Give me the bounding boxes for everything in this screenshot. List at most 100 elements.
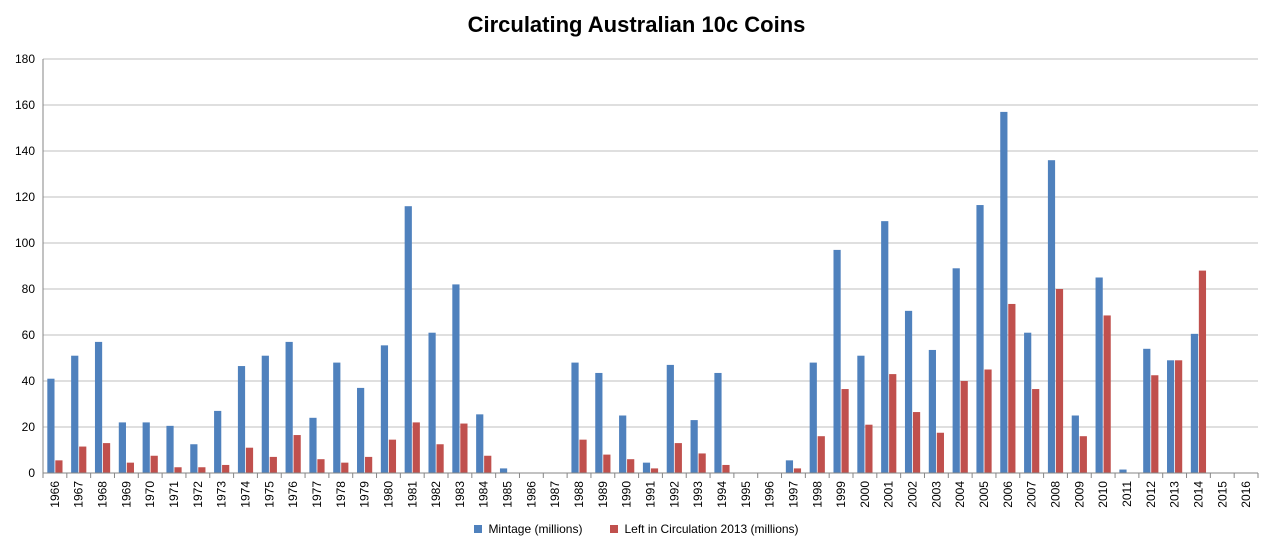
bar-mintage-1990 bbox=[619, 415, 627, 473]
bar-circulation-1979 bbox=[365, 456, 373, 473]
x-tick-label: 1992 bbox=[667, 481, 681, 508]
bar-circulation-2008 bbox=[1055, 289, 1064, 473]
x-tick-label: 1987 bbox=[548, 481, 562, 508]
bar-mintage-2011 bbox=[1119, 469, 1127, 473]
legend-swatch-mintage bbox=[474, 525, 483, 533]
bar-circulation-1997 bbox=[793, 468, 802, 473]
bar-mintage-1977 bbox=[309, 417, 317, 473]
x-tick-label: 1988 bbox=[572, 481, 586, 508]
bar-circulation-1984 bbox=[484, 455, 492, 473]
x-tick-label: 1981 bbox=[405, 481, 419, 508]
y-tick-label: 0 bbox=[28, 466, 35, 480]
x-tick-label: 1982 bbox=[429, 481, 443, 508]
bar-mintage-1984 bbox=[476, 414, 484, 473]
x-tick-label: 1991 bbox=[644, 481, 658, 508]
x-tick-label: 1976 bbox=[286, 481, 300, 508]
bar-mintage-1973 bbox=[214, 410, 222, 473]
bar-mintage-2010 bbox=[1095, 277, 1103, 473]
x-tick-label: 2013 bbox=[1168, 481, 1182, 508]
legend-swatch-circulation bbox=[610, 525, 619, 533]
y-tick-label: 140 bbox=[15, 144, 35, 158]
x-tick-label: 1968 bbox=[96, 481, 110, 508]
bar-circulation-1976 bbox=[293, 435, 301, 473]
bar-mintage-1983 bbox=[452, 284, 460, 473]
x-tick-label: 1995 bbox=[739, 481, 753, 508]
legend-label-circulation: Left in Circulation 2013 (millions) bbox=[624, 522, 799, 536]
bar-circulation-1991 bbox=[650, 468, 659, 473]
bar-circulation-1975 bbox=[269, 456, 277, 473]
legend-item-mintage: Mintage (millions) bbox=[474, 522, 582, 536]
legend-item-circulation: Left in Circulation 2013 (millions) bbox=[610, 522, 799, 536]
chart-title: Circulating Australian 10c Coins bbox=[467, 12, 806, 37]
x-tick-label: 2009 bbox=[1072, 481, 1086, 508]
bar-mintage-1976 bbox=[285, 341, 293, 473]
x-tick-label: 1967 bbox=[72, 481, 86, 508]
x-tick-label: 1974 bbox=[239, 481, 253, 508]
x-tick-label: 1989 bbox=[596, 481, 610, 508]
bar-circulation-1994 bbox=[722, 464, 730, 473]
bar-circulation-1966 bbox=[55, 460, 63, 473]
x-tick-label: 2016 bbox=[1239, 481, 1253, 508]
bar-mintage-2003 bbox=[928, 349, 936, 473]
bar-circulation-1981 bbox=[412, 422, 420, 473]
bar-mintage-2007 bbox=[1024, 332, 1032, 473]
x-tick-label: 2007 bbox=[1025, 481, 1039, 508]
y-tick-label: 60 bbox=[22, 328, 36, 342]
bar-mintage-1985 bbox=[499, 468, 508, 473]
bar-mintage-2000 bbox=[857, 355, 865, 473]
x-tick-label: 1975 bbox=[262, 481, 276, 508]
bar-circulation-1982 bbox=[436, 444, 444, 473]
y-tick-label: 100 bbox=[15, 236, 35, 250]
bar-circulation-1998 bbox=[817, 436, 825, 473]
x-tick-label: 1990 bbox=[620, 481, 634, 508]
x-tick-label: 1994 bbox=[715, 481, 729, 508]
bar-circulation-1978 bbox=[341, 462, 349, 473]
bar-mintage-1998 bbox=[809, 362, 817, 473]
x-tick-label: 2001 bbox=[882, 481, 896, 508]
x-tick-label: 1972 bbox=[191, 481, 205, 508]
x-tick-label: 2008 bbox=[1049, 481, 1063, 508]
bar-mintage-1979 bbox=[357, 387, 365, 473]
x-tick-label: 2012 bbox=[1144, 481, 1158, 508]
x-tick-label: 2005 bbox=[977, 481, 991, 508]
bar-circulation-1974 bbox=[245, 447, 254, 473]
bar-mintage-1966 bbox=[47, 378, 55, 473]
bar-circulation-1973 bbox=[222, 464, 230, 473]
bar-circulation-2014 bbox=[1198, 270, 1207, 473]
bar-circulation-1993 bbox=[698, 453, 706, 473]
x-tick-label: 1997 bbox=[786, 481, 800, 508]
bar-mintage-2002 bbox=[904, 310, 913, 473]
bar-mintage-2001 bbox=[881, 221, 889, 473]
bar-circulation-2001 bbox=[889, 374, 897, 473]
x-tick-label: 2015 bbox=[1215, 481, 1229, 508]
bar-circulation-2010 bbox=[1103, 315, 1111, 473]
bar-circulation-2007 bbox=[1032, 389, 1040, 473]
y-tick-label: 40 bbox=[22, 374, 36, 388]
bar-mintage-1981 bbox=[404, 206, 412, 473]
bar-mintage-1980 bbox=[380, 345, 389, 473]
bar-mintage-2004 bbox=[952, 268, 960, 473]
bar-mintage-1989 bbox=[595, 372, 603, 473]
x-tick-label: 1993 bbox=[691, 481, 705, 508]
bar-circulation-1990 bbox=[627, 459, 635, 473]
bar-mintage-1968 bbox=[94, 341, 103, 473]
bar-circulation-1977 bbox=[317, 459, 325, 473]
x-tick-label: 1969 bbox=[119, 481, 133, 508]
x-tick-label: 2011 bbox=[1120, 481, 1134, 507]
y-tick-label: 160 bbox=[15, 98, 35, 112]
bar-mintage-2012 bbox=[1143, 348, 1151, 473]
bar-circulation-1988 bbox=[579, 439, 587, 473]
x-tick-label: 2006 bbox=[1001, 481, 1015, 508]
x-tick-label: 1999 bbox=[834, 481, 848, 508]
bar-mintage-1971 bbox=[166, 425, 174, 473]
bar-circulation-2004 bbox=[960, 381, 968, 473]
bar-mintage-1970 bbox=[142, 422, 150, 473]
bar-circulation-1971 bbox=[174, 467, 182, 473]
bar-circulation-2012 bbox=[1151, 375, 1159, 473]
x-tick-label: 1984 bbox=[477, 481, 491, 508]
chart-legend: Mintage (millions) Left in Circulation 2… bbox=[0, 522, 1273, 536]
x-tick-label: 2002 bbox=[906, 481, 920, 508]
y-tick-label: 120 bbox=[15, 190, 35, 204]
bar-circulation-2002 bbox=[912, 412, 921, 473]
